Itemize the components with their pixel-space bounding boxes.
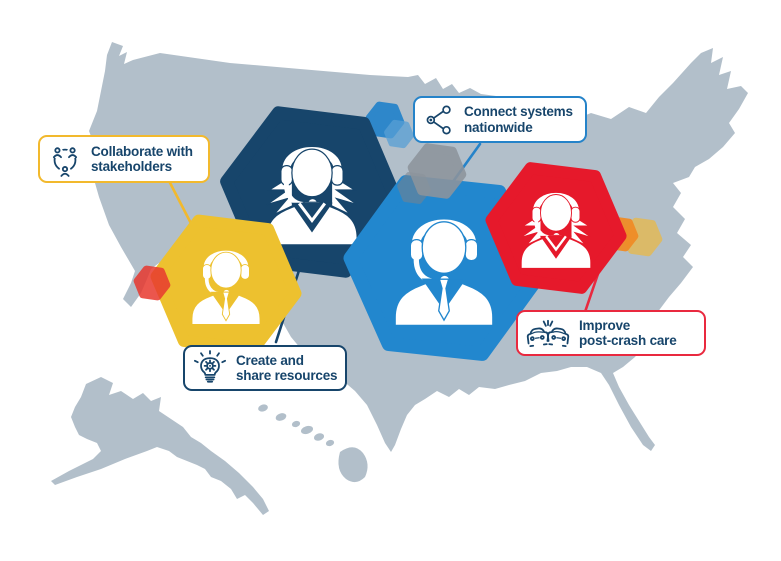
callout-text-line1: Improve	[579, 317, 631, 333]
callout-text-line2: share resources	[236, 368, 338, 383]
callout-text: Connect systems nationwide	[464, 104, 573, 135]
hawaii-islands-silhouette	[258, 404, 368, 483]
people-cycle-icon	[51, 146, 79, 177]
callout-create-and-share-resources: Create and share resources	[183, 345, 347, 391]
callout-text-line2: post-crash care	[579, 333, 677, 348]
alaska-silhouette	[51, 377, 269, 515]
small-gray-hexagon	[407, 143, 467, 199]
red-hexagon	[485, 162, 627, 294]
small-red-hexagon	[133, 265, 171, 301]
lightbulb-gear-icon	[193, 350, 227, 383]
callout-text-line1: Connect systems	[464, 104, 573, 120]
callout-text-line2: nationwide	[464, 119, 533, 135]
small-light-blue-hexagon	[384, 119, 414, 149]
callout-text-line2: stakeholders	[91, 159, 172, 174]
car-crash-icon	[526, 319, 570, 348]
share-network-icon	[426, 105, 451, 134]
callout-text: Collaborate with stakeholders	[91, 144, 193, 175]
callout-connect-systems-nationwide: Connect systems nationwide	[413, 96, 587, 143]
callout-collaborate-with-stakeholders: Collaborate with stakeholders	[38, 135, 210, 183]
callout-text-line1: Create and	[236, 352, 304, 368]
callout-text: Improve post-crash care	[579, 318, 677, 349]
callout-text-line1: Collaborate with	[91, 143, 193, 159]
callout-text: Create and share resources	[236, 352, 338, 384]
callout-improve-post-crash-care: Improve post-crash care	[516, 310, 706, 356]
